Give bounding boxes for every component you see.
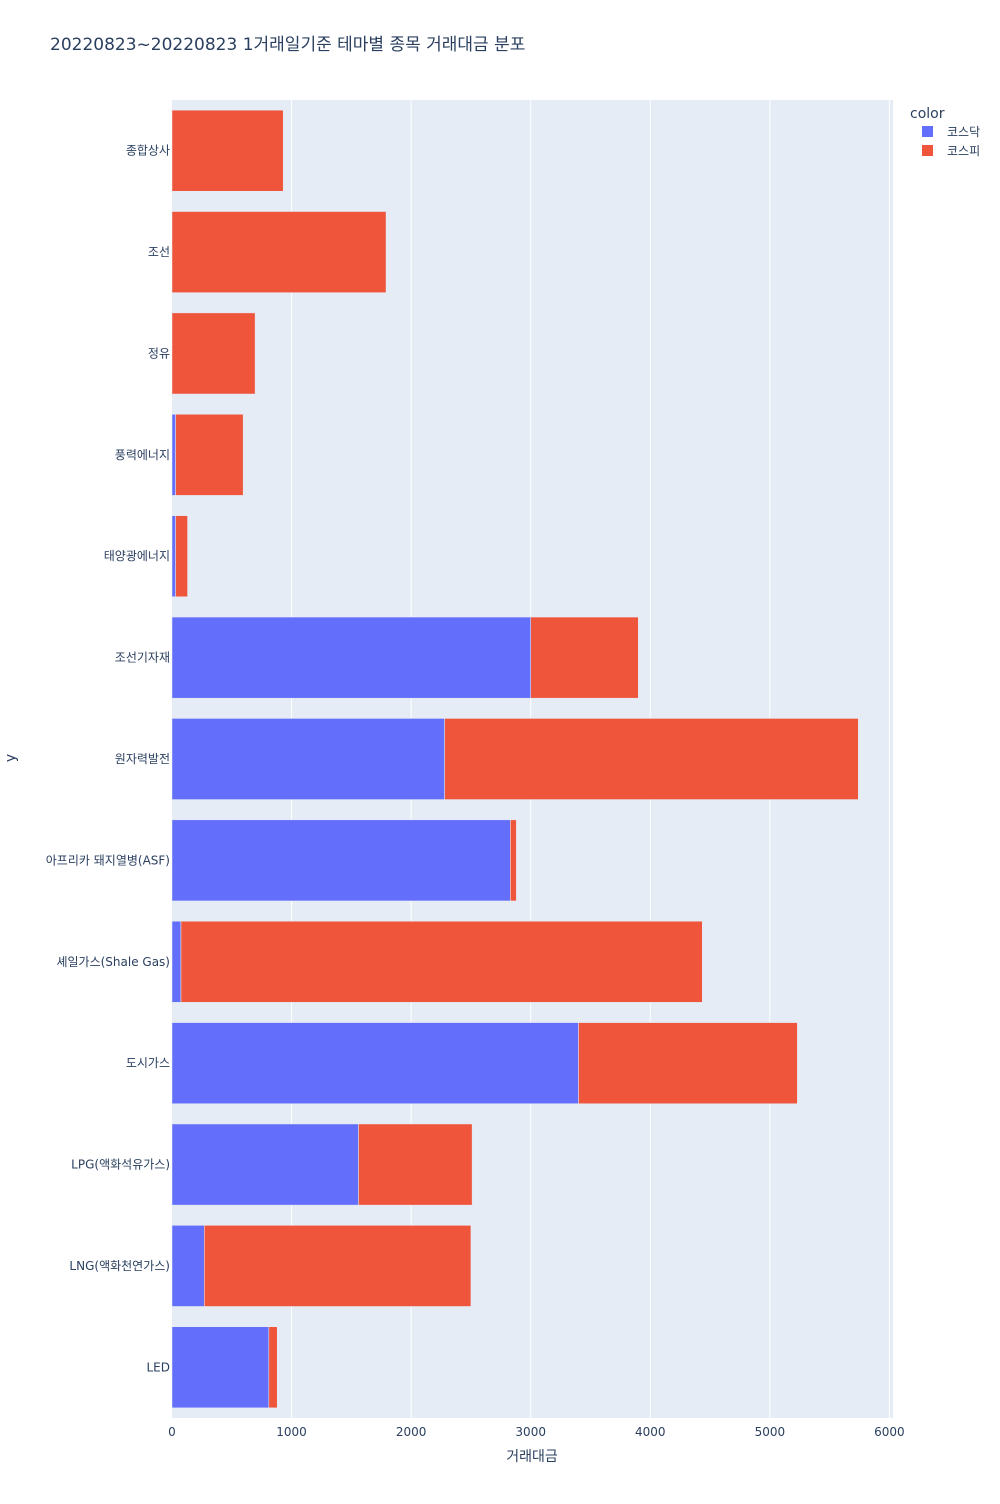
x-tick-label: 4000 <box>635 1425 666 1439</box>
y-tick-label: LPG(액화석유가스) <box>71 1158 170 1172</box>
bar-segment <box>171 414 176 496</box>
y-tick-label: LED <box>146 1360 170 1374</box>
y-tick-label: 도시가스 <box>126 1056 170 1070</box>
bar-segment <box>180 920 703 1003</box>
x-tick-label: 1000 <box>276 1425 307 1439</box>
bar-segment <box>171 211 387 293</box>
x-tick-label: 3000 <box>515 1425 546 1439</box>
y-tick-label: 풍력에너지 <box>115 448 170 462</box>
legend-title: color <box>910 106 945 122</box>
x-axis-title: 거래대금 <box>506 1449 558 1465</box>
y-tick-label: 원자력발전 <box>115 752 170 766</box>
x-tick-label: 2000 <box>396 1425 427 1439</box>
legend-swatch <box>922 126 933 137</box>
bar-segment <box>171 1022 579 1104</box>
x-tick-label: 5000 <box>755 1425 786 1439</box>
bar-segment <box>268 1326 278 1409</box>
legend-label: 코스피 <box>947 144 980 158</box>
bar-segment <box>171 312 256 395</box>
bar-segment <box>578 1022 798 1104</box>
bar-segment <box>175 414 244 496</box>
bar-segment <box>444 718 859 800</box>
bars-layer <box>171 109 859 1409</box>
legend-swatch <box>922 145 933 156</box>
bar-segment <box>171 109 284 192</box>
bar-segment <box>204 1225 472 1307</box>
bar-segment <box>171 616 531 699</box>
bar-segment <box>175 515 188 598</box>
y-tick-label: 아프리카 돼지열병(ASF) <box>46 853 170 867</box>
y-tick-label: 종합상사 <box>126 144 170 158</box>
bar-segment <box>358 1123 473 1206</box>
x-tick-label: 6000 <box>874 1425 905 1439</box>
legend-label: 코스닥 <box>947 125 980 139</box>
y-axis-title: y <box>3 754 19 762</box>
bar-segment <box>171 1326 270 1409</box>
y-tick-label: LNG(액화천연가스) <box>69 1258 170 1273</box>
chart-title: 20220823~20220823 1거래일기준 테마별 종목 거래대금 분포 <box>50 35 525 55</box>
y-tick-label: 태양광에너지 <box>104 549 170 563</box>
bar-segment <box>171 819 511 902</box>
x-tick-label: 0 <box>168 1425 176 1439</box>
bar-segment <box>171 718 445 800</box>
bar-segment <box>171 515 176 598</box>
bar-segment <box>171 920 182 1003</box>
y-tick-label: 셰일가스(Shale Gas) <box>56 955 170 969</box>
x-tick-labels: 0 1000 2000 3000 4000 5000 6000 <box>168 1425 905 1439</box>
y-tick-label: 조선 <box>148 245 170 259</box>
y-tick-label: 조선기자재 <box>115 651 170 665</box>
bar-segment <box>510 819 517 902</box>
bar-segment <box>171 1225 205 1307</box>
bar-segment <box>530 616 639 699</box>
bar-segment <box>171 1123 359 1206</box>
y-tick-label: 정유 <box>148 346 170 360</box>
